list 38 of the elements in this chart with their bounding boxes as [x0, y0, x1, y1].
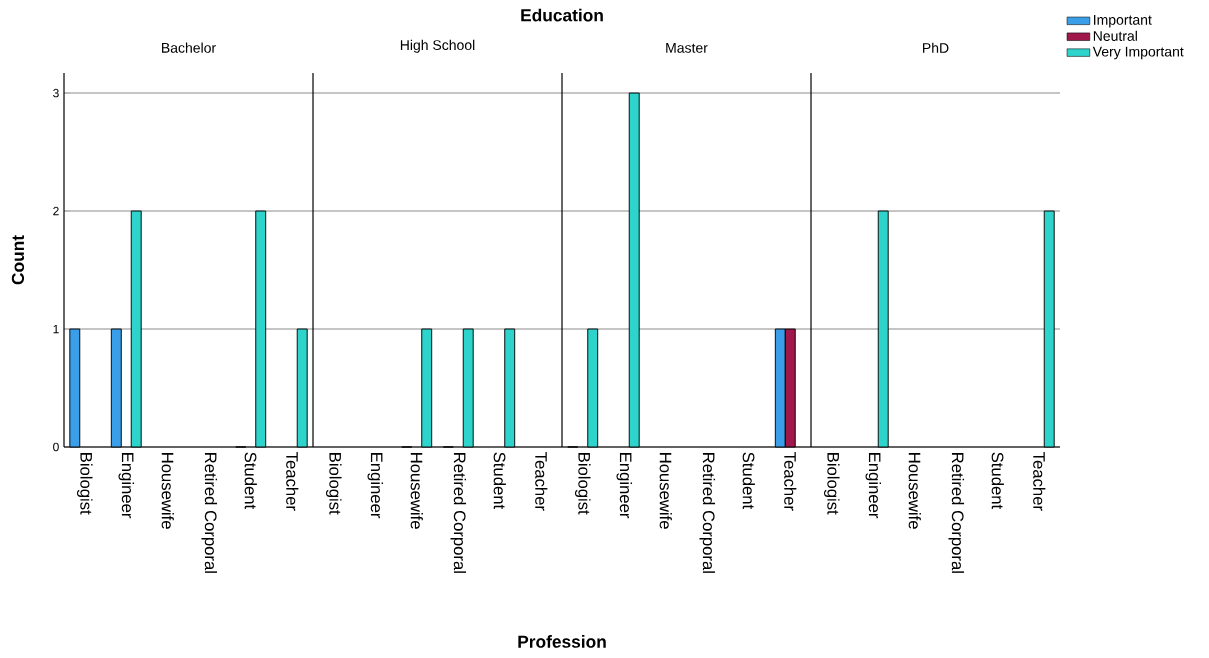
x-tick-label: Engineer — [616, 453, 633, 519]
legend-label: Important — [1094, 15, 1152, 28]
y-tick-label: 2 — [53, 206, 59, 216]
x-tick-label: Engineer — [865, 453, 882, 519]
x-tick-label: Retired Corporal — [699, 453, 716, 573]
x-tick-label: Engineer — [118, 453, 135, 519]
x-tick-label: Housewife — [659, 453, 672, 529]
legend-label: Neutral — [1093, 30, 1137, 41]
x-tick-label: Retired Corporal — [948, 453, 965, 573]
x-tick-label: Housewife — [410, 453, 423, 529]
chart-title: PhD — [923, 42, 949, 53]
text: Education — [521, 8, 603, 22]
x-tick-label: Retired Corporal — [450, 453, 467, 573]
x-tick-label: Housewife — [161, 453, 174, 529]
x-tick-label: Housewife — [908, 453, 921, 529]
x-tick-label: Teacher — [286, 452, 299, 511]
x-tick-label: Student — [244, 452, 257, 510]
y-tick-label: 3 — [53, 88, 59, 98]
x-tick-label: Student — [742, 452, 755, 510]
x-tick-label: Student — [991, 452, 1004, 510]
y-tick-label: 0 — [53, 442, 59, 452]
x-tick-label: Student — [493, 452, 506, 510]
x-tick-label: Teacher — [1033, 452, 1046, 511]
chart-title: Master — [666, 43, 708, 53]
x-tick-label: Biologist — [824, 453, 840, 515]
y-axis-title: Count — [11, 235, 25, 285]
x-axis-title: Profession — [518, 635, 606, 648]
x-tick-label: Retired Corporal — [201, 453, 218, 573]
x-tick-label: Teacher — [784, 452, 797, 511]
y-tick-label: 1 — [53, 324, 59, 334]
chart-title: Bachelor — [162, 42, 216, 53]
chart-title: High School — [400, 39, 475, 53]
x-tick-label: Biologist — [77, 453, 93, 515]
x-tick-label: Biologist — [326, 453, 342, 515]
x-tick-label: Biologist — [575, 453, 591, 515]
x-tick-label: Teacher — [535, 452, 548, 511]
legend-label: Very Important — [1092, 46, 1184, 60]
x-tick-label: Engineer — [367, 453, 384, 519]
